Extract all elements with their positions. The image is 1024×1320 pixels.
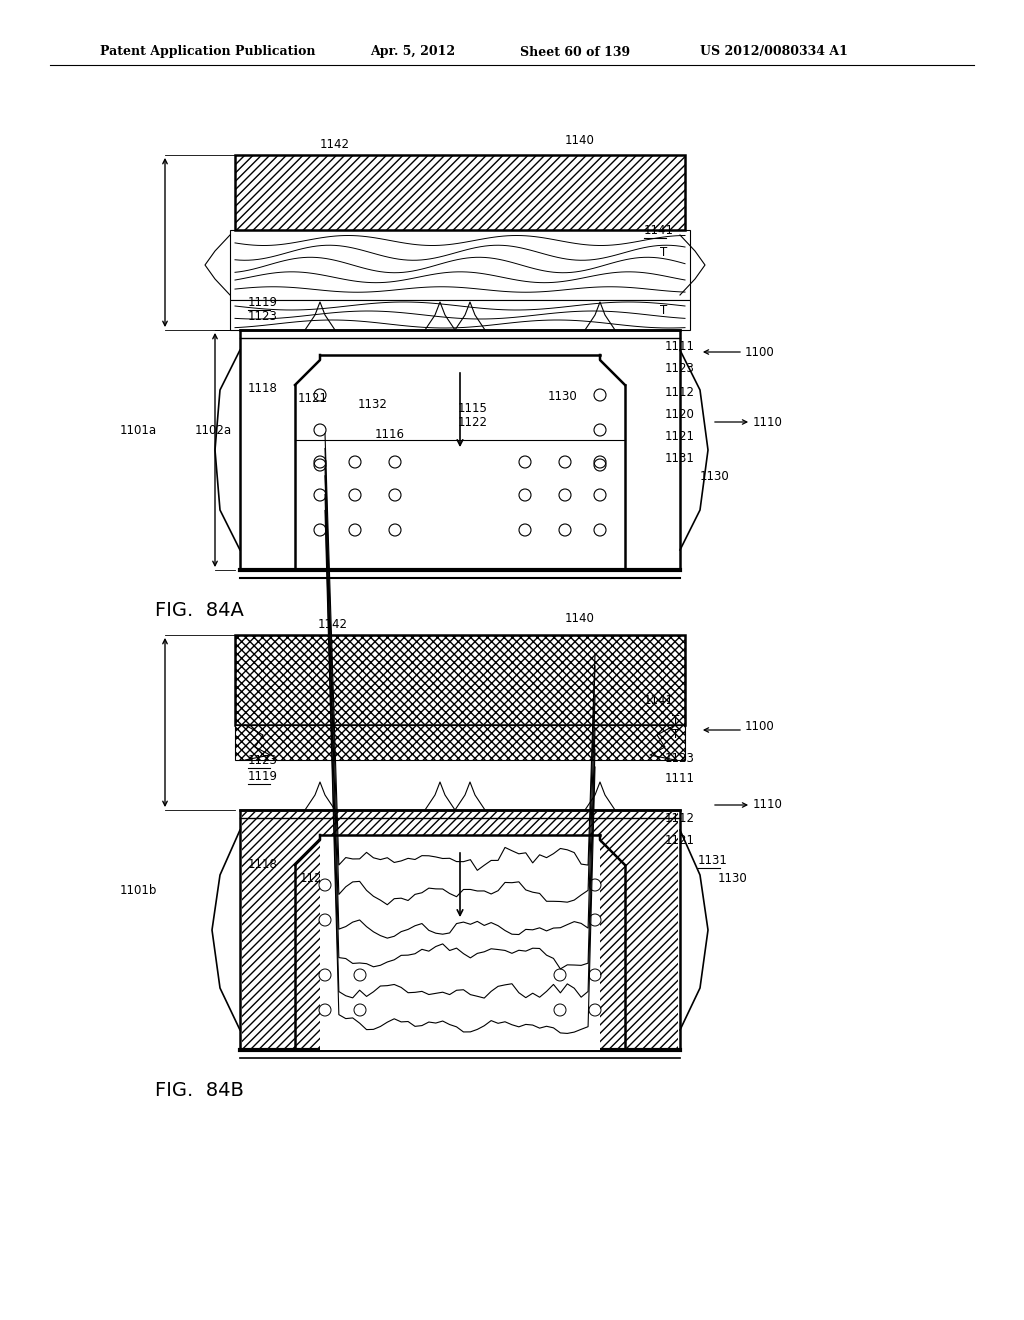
Text: 1121: 1121 bbox=[298, 392, 328, 404]
Text: 1100: 1100 bbox=[745, 719, 775, 733]
Text: 1111: 1111 bbox=[665, 771, 695, 784]
Text: 1121: 1121 bbox=[665, 833, 695, 846]
Text: 1131: 1131 bbox=[698, 854, 728, 866]
Text: 1119: 1119 bbox=[248, 770, 278, 783]
Text: 1115: 1115 bbox=[458, 401, 487, 414]
Bar bbox=[234, 154, 685, 230]
Text: 1131: 1131 bbox=[665, 451, 695, 465]
Bar bbox=[230, 230, 690, 300]
Text: FIG.  84A: FIG. 84A bbox=[155, 601, 244, 619]
Bar bbox=[234, 725, 685, 760]
Text: 1141: 1141 bbox=[644, 223, 674, 236]
Text: 1120: 1120 bbox=[665, 408, 695, 421]
Text: Sheet 60 of 139: Sheet 60 of 139 bbox=[520, 45, 630, 58]
Text: 1120: 1120 bbox=[510, 886, 540, 899]
Text: 1130: 1130 bbox=[718, 871, 748, 884]
Text: 1132: 1132 bbox=[358, 397, 388, 411]
Text: US 2012/0080334 A1: US 2012/0080334 A1 bbox=[700, 45, 848, 58]
Text: FIG.  84B: FIG. 84B bbox=[155, 1081, 244, 1100]
Text: 1110: 1110 bbox=[753, 416, 783, 429]
Text: 1101a: 1101a bbox=[120, 424, 157, 437]
Text: 1102a: 1102a bbox=[195, 424, 232, 437]
Text: 1115: 1115 bbox=[430, 882, 460, 895]
Text: 1142: 1142 bbox=[319, 139, 350, 152]
Text: 1121: 1121 bbox=[665, 430, 695, 444]
Text: 1130: 1130 bbox=[700, 470, 730, 483]
Text: 1123: 1123 bbox=[665, 751, 695, 764]
Text: 1118: 1118 bbox=[248, 381, 278, 395]
Text: 1116: 1116 bbox=[375, 429, 406, 441]
Bar bbox=[242, 812, 678, 1048]
Text: 1121: 1121 bbox=[300, 871, 330, 884]
Text: T: T bbox=[660, 246, 668, 259]
Text: 1101b: 1101b bbox=[120, 883, 158, 896]
Text: 1110: 1110 bbox=[753, 799, 783, 812]
Bar bbox=[230, 300, 690, 330]
Text: 1140: 1140 bbox=[565, 133, 595, 147]
Text: 1142: 1142 bbox=[318, 619, 348, 631]
Text: T: T bbox=[660, 304, 668, 317]
Text: 1119: 1119 bbox=[248, 296, 278, 309]
Text: 1100: 1100 bbox=[745, 346, 775, 359]
Text: 1123: 1123 bbox=[665, 362, 695, 375]
Text: T: T bbox=[672, 714, 679, 726]
Text: 1141: 1141 bbox=[644, 693, 674, 706]
Text: 1111: 1111 bbox=[665, 339, 695, 352]
Text: 1130: 1130 bbox=[548, 389, 578, 403]
Text: 1118: 1118 bbox=[248, 858, 278, 871]
Text: 1123: 1123 bbox=[248, 309, 278, 322]
Text: 1122: 1122 bbox=[510, 870, 540, 883]
Bar bbox=[234, 154, 685, 230]
Bar bbox=[240, 330, 680, 570]
Bar bbox=[234, 725, 685, 760]
Text: 1112: 1112 bbox=[665, 812, 695, 825]
Bar bbox=[234, 635, 685, 725]
Text: Patent Application Publication: Patent Application Publication bbox=[100, 45, 315, 58]
Text: 1116: 1116 bbox=[375, 863, 406, 876]
Text: 1123: 1123 bbox=[248, 754, 278, 767]
Text: T: T bbox=[672, 729, 679, 742]
Bar bbox=[234, 635, 685, 725]
Text: 1112: 1112 bbox=[665, 387, 695, 400]
Text: 1132: 1132 bbox=[358, 876, 388, 890]
Bar bbox=[319, 836, 600, 1049]
Text: Apr. 5, 2012: Apr. 5, 2012 bbox=[370, 45, 455, 58]
Bar bbox=[240, 810, 680, 1049]
Text: 1122: 1122 bbox=[458, 416, 488, 429]
Text: 1140: 1140 bbox=[565, 611, 595, 624]
